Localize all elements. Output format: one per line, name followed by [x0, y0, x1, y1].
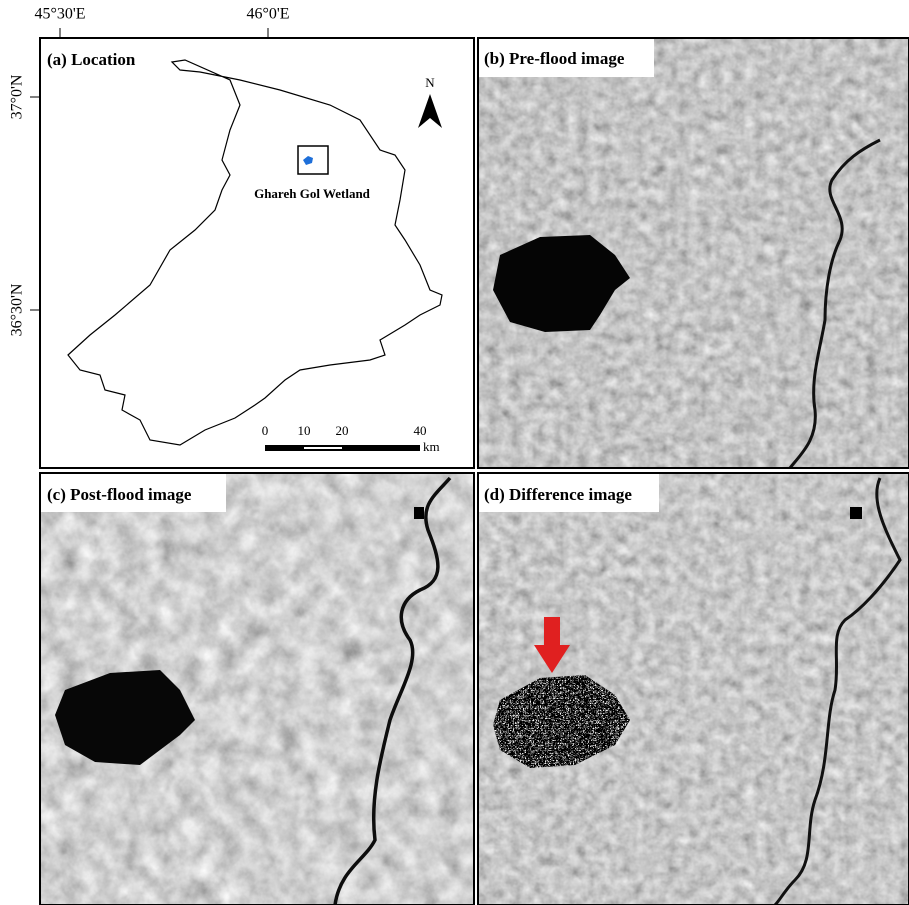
scale-label: 20 — [336, 423, 349, 438]
panel-title: (a) Location — [47, 50, 136, 69]
figure: 45°30'E 46°0'E 37°0'N 36°30'N Ghareh Gol… — [0, 0, 909, 905]
longitude-label: 46°0'E — [246, 6, 289, 23]
wetland-label: Ghareh Gol Wetland — [254, 186, 371, 201]
panel-title: (b) Pre-flood image — [484, 49, 625, 68]
difference-image — [479, 474, 909, 905]
page: {"coordinates": {"longitude": ["45°30'E"… — [0, 0, 909, 905]
latitude-label: 37°0'N — [9, 74, 26, 119]
longitude-label: 45°30'E — [34, 6, 85, 23]
post-flood-image — [41, 474, 474, 905]
latitude-label: 36°30'N — [9, 283, 26, 336]
panel-title: (d) Difference image — [484, 485, 632, 504]
panel-title: (c) Post-flood image — [47, 485, 192, 504]
scale-unit: km — [423, 439, 440, 454]
scale-label: 40 — [414, 423, 427, 438]
scale-bar — [265, 445, 420, 451]
north-label: N — [425, 75, 435, 90]
pre-flood-image — [479, 39, 909, 468]
scale-label: 0 — [262, 423, 269, 438]
scale-label: 10 — [298, 423, 311, 438]
scale-bar — [304, 447, 342, 449]
